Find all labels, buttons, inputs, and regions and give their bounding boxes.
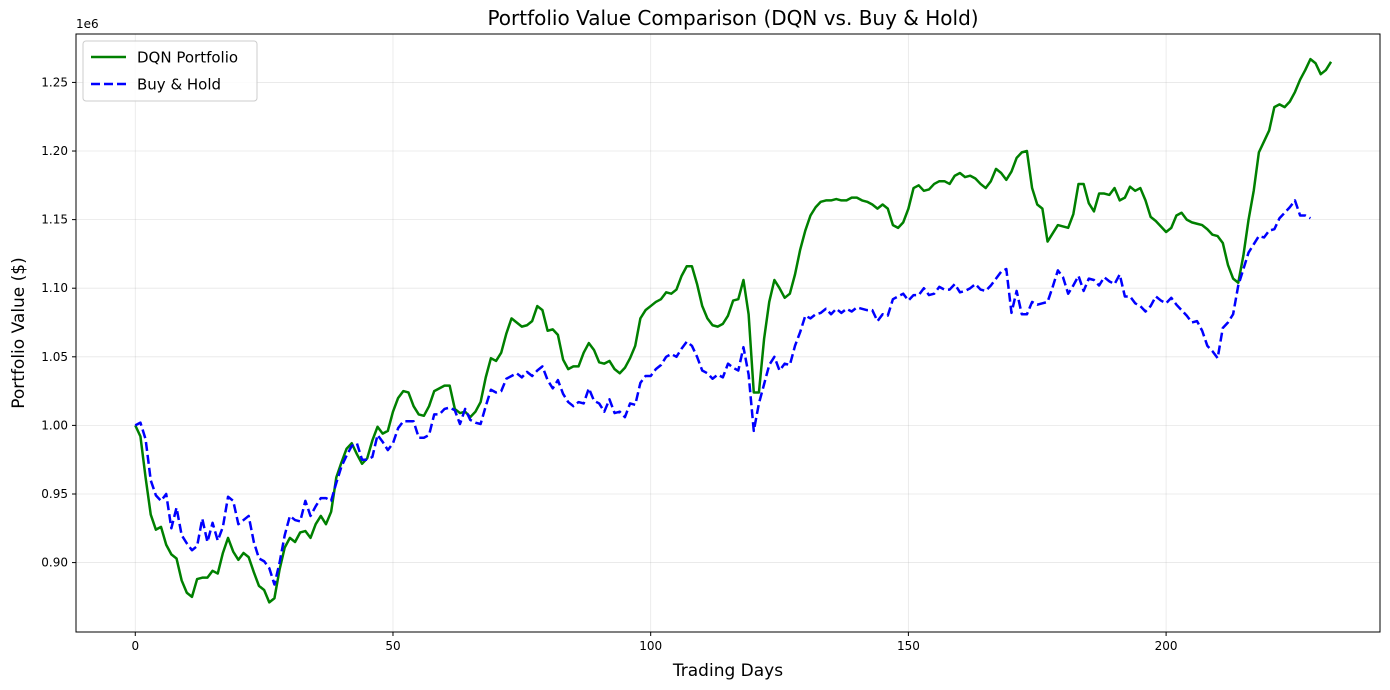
x-tick-label: 200 bbox=[1155, 639, 1178, 653]
y-tick-label: 1.05 bbox=[41, 350, 68, 364]
chart-title: Portfolio Value Comparison (DQN vs. Buy … bbox=[487, 6, 978, 30]
series-layer bbox=[134, 57, 1333, 604]
legend-box bbox=[82, 40, 258, 102]
y-axis-offset-label: 1e6 bbox=[76, 17, 99, 31]
series-line-dqn-portfolio bbox=[134, 57, 1333, 604]
legend-label-dqn-portfolio: DQN Portfolio bbox=[137, 49, 238, 67]
y-tick-label: 1.00 bbox=[41, 418, 68, 432]
x-tick-label: 0 bbox=[131, 639, 139, 653]
legend-label-buy-and-hold: Buy & Hold bbox=[137, 76, 221, 94]
grid bbox=[76, 34, 1380, 632]
y-tick-label: 1.10 bbox=[41, 281, 68, 295]
y-tick-label: 1.15 bbox=[41, 213, 68, 227]
x-tick-label: 150 bbox=[897, 639, 920, 653]
y-tick-label: 1.20 bbox=[41, 144, 68, 158]
y-tick-label: 0.90 bbox=[41, 556, 68, 570]
y-tick-label: 1.25 bbox=[41, 75, 68, 89]
legend: DQN Portfolio Buy & Hold bbox=[82, 40, 258, 102]
x-axis-title: Trading Days bbox=[672, 661, 783, 681]
x-tick-label: 100 bbox=[639, 639, 662, 653]
y-axis-title: Portfolio Value ($) bbox=[9, 257, 29, 409]
x-tick-label: 50 bbox=[385, 639, 400, 653]
plot-area-frame bbox=[75, 33, 1381, 633]
series-line-buy-hold bbox=[134, 199, 1312, 586]
axis-ticks: 0 50 100 150 200 0.90 0.95 1.00 1.05 1.10 1.15 1.20… bbox=[41, 75, 1177, 653]
y-tick-label: 0.95 bbox=[41, 487, 68, 501]
